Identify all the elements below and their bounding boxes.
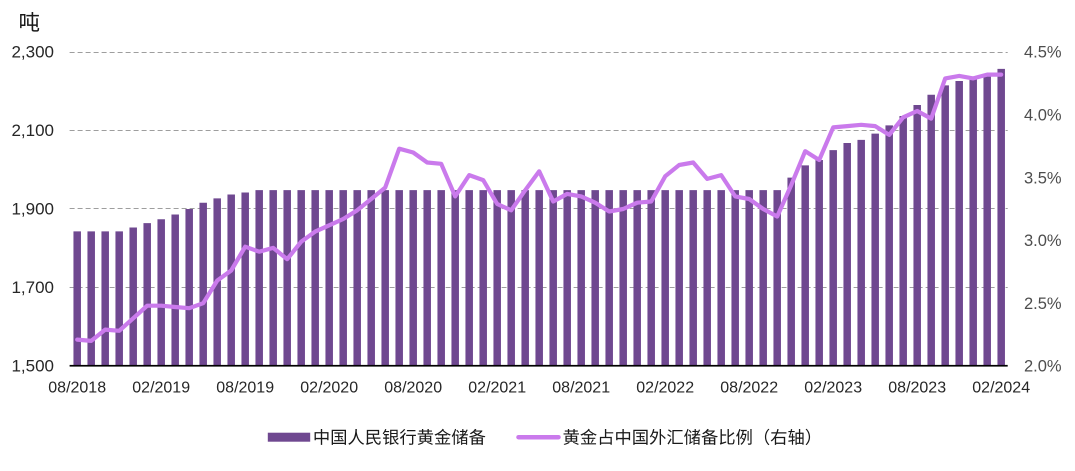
svg-text:02/2020: 02/2020 [300, 380, 358, 397]
svg-text:08/2018: 08/2018 [48, 380, 106, 397]
svg-text:08/2023: 08/2023 [888, 380, 946, 397]
svg-text:02/2019: 02/2019 [132, 380, 190, 397]
svg-text:1,900: 1,900 [11, 200, 54, 219]
svg-text:08/2022: 08/2022 [720, 380, 778, 397]
svg-text:4.5%: 4.5% [1024, 44, 1062, 62]
svg-text:02/2021: 02/2021 [468, 380, 526, 397]
svg-text:02/2022: 02/2022 [636, 380, 694, 397]
svg-text:4.0%: 4.0% [1024, 107, 1062, 125]
svg-text:2,100: 2,100 [11, 121, 54, 140]
svg-text:02/2023: 02/2023 [804, 380, 862, 397]
svg-text:2,300: 2,300 [11, 43, 54, 62]
svg-text:1,700: 1,700 [11, 278, 54, 297]
svg-text:3.0%: 3.0% [1024, 232, 1062, 250]
svg-text:08/2021: 08/2021 [552, 380, 610, 397]
svg-text:1,500: 1,500 [11, 357, 54, 376]
svg-text:2.5%: 2.5% [1024, 295, 1062, 313]
svg-text:02/2024: 02/2024 [972, 380, 1030, 397]
svg-text:08/2020: 08/2020 [384, 380, 442, 397]
svg-text:2.0%: 2.0% [1024, 358, 1062, 376]
svg-text:08/2019: 08/2019 [216, 380, 274, 397]
svg-text:3.5%: 3.5% [1024, 169, 1062, 187]
